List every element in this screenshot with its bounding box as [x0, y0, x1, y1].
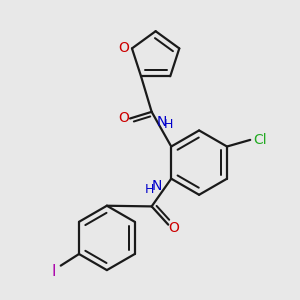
Text: O: O [118, 41, 129, 56]
Text: H: H [164, 118, 173, 131]
Text: H: H [145, 183, 154, 196]
Text: N: N [156, 115, 167, 129]
Text: O: O [118, 112, 129, 125]
Text: I: I [52, 264, 56, 279]
Text: N: N [151, 179, 162, 193]
Text: Cl: Cl [253, 133, 267, 147]
Text: O: O [168, 221, 179, 235]
